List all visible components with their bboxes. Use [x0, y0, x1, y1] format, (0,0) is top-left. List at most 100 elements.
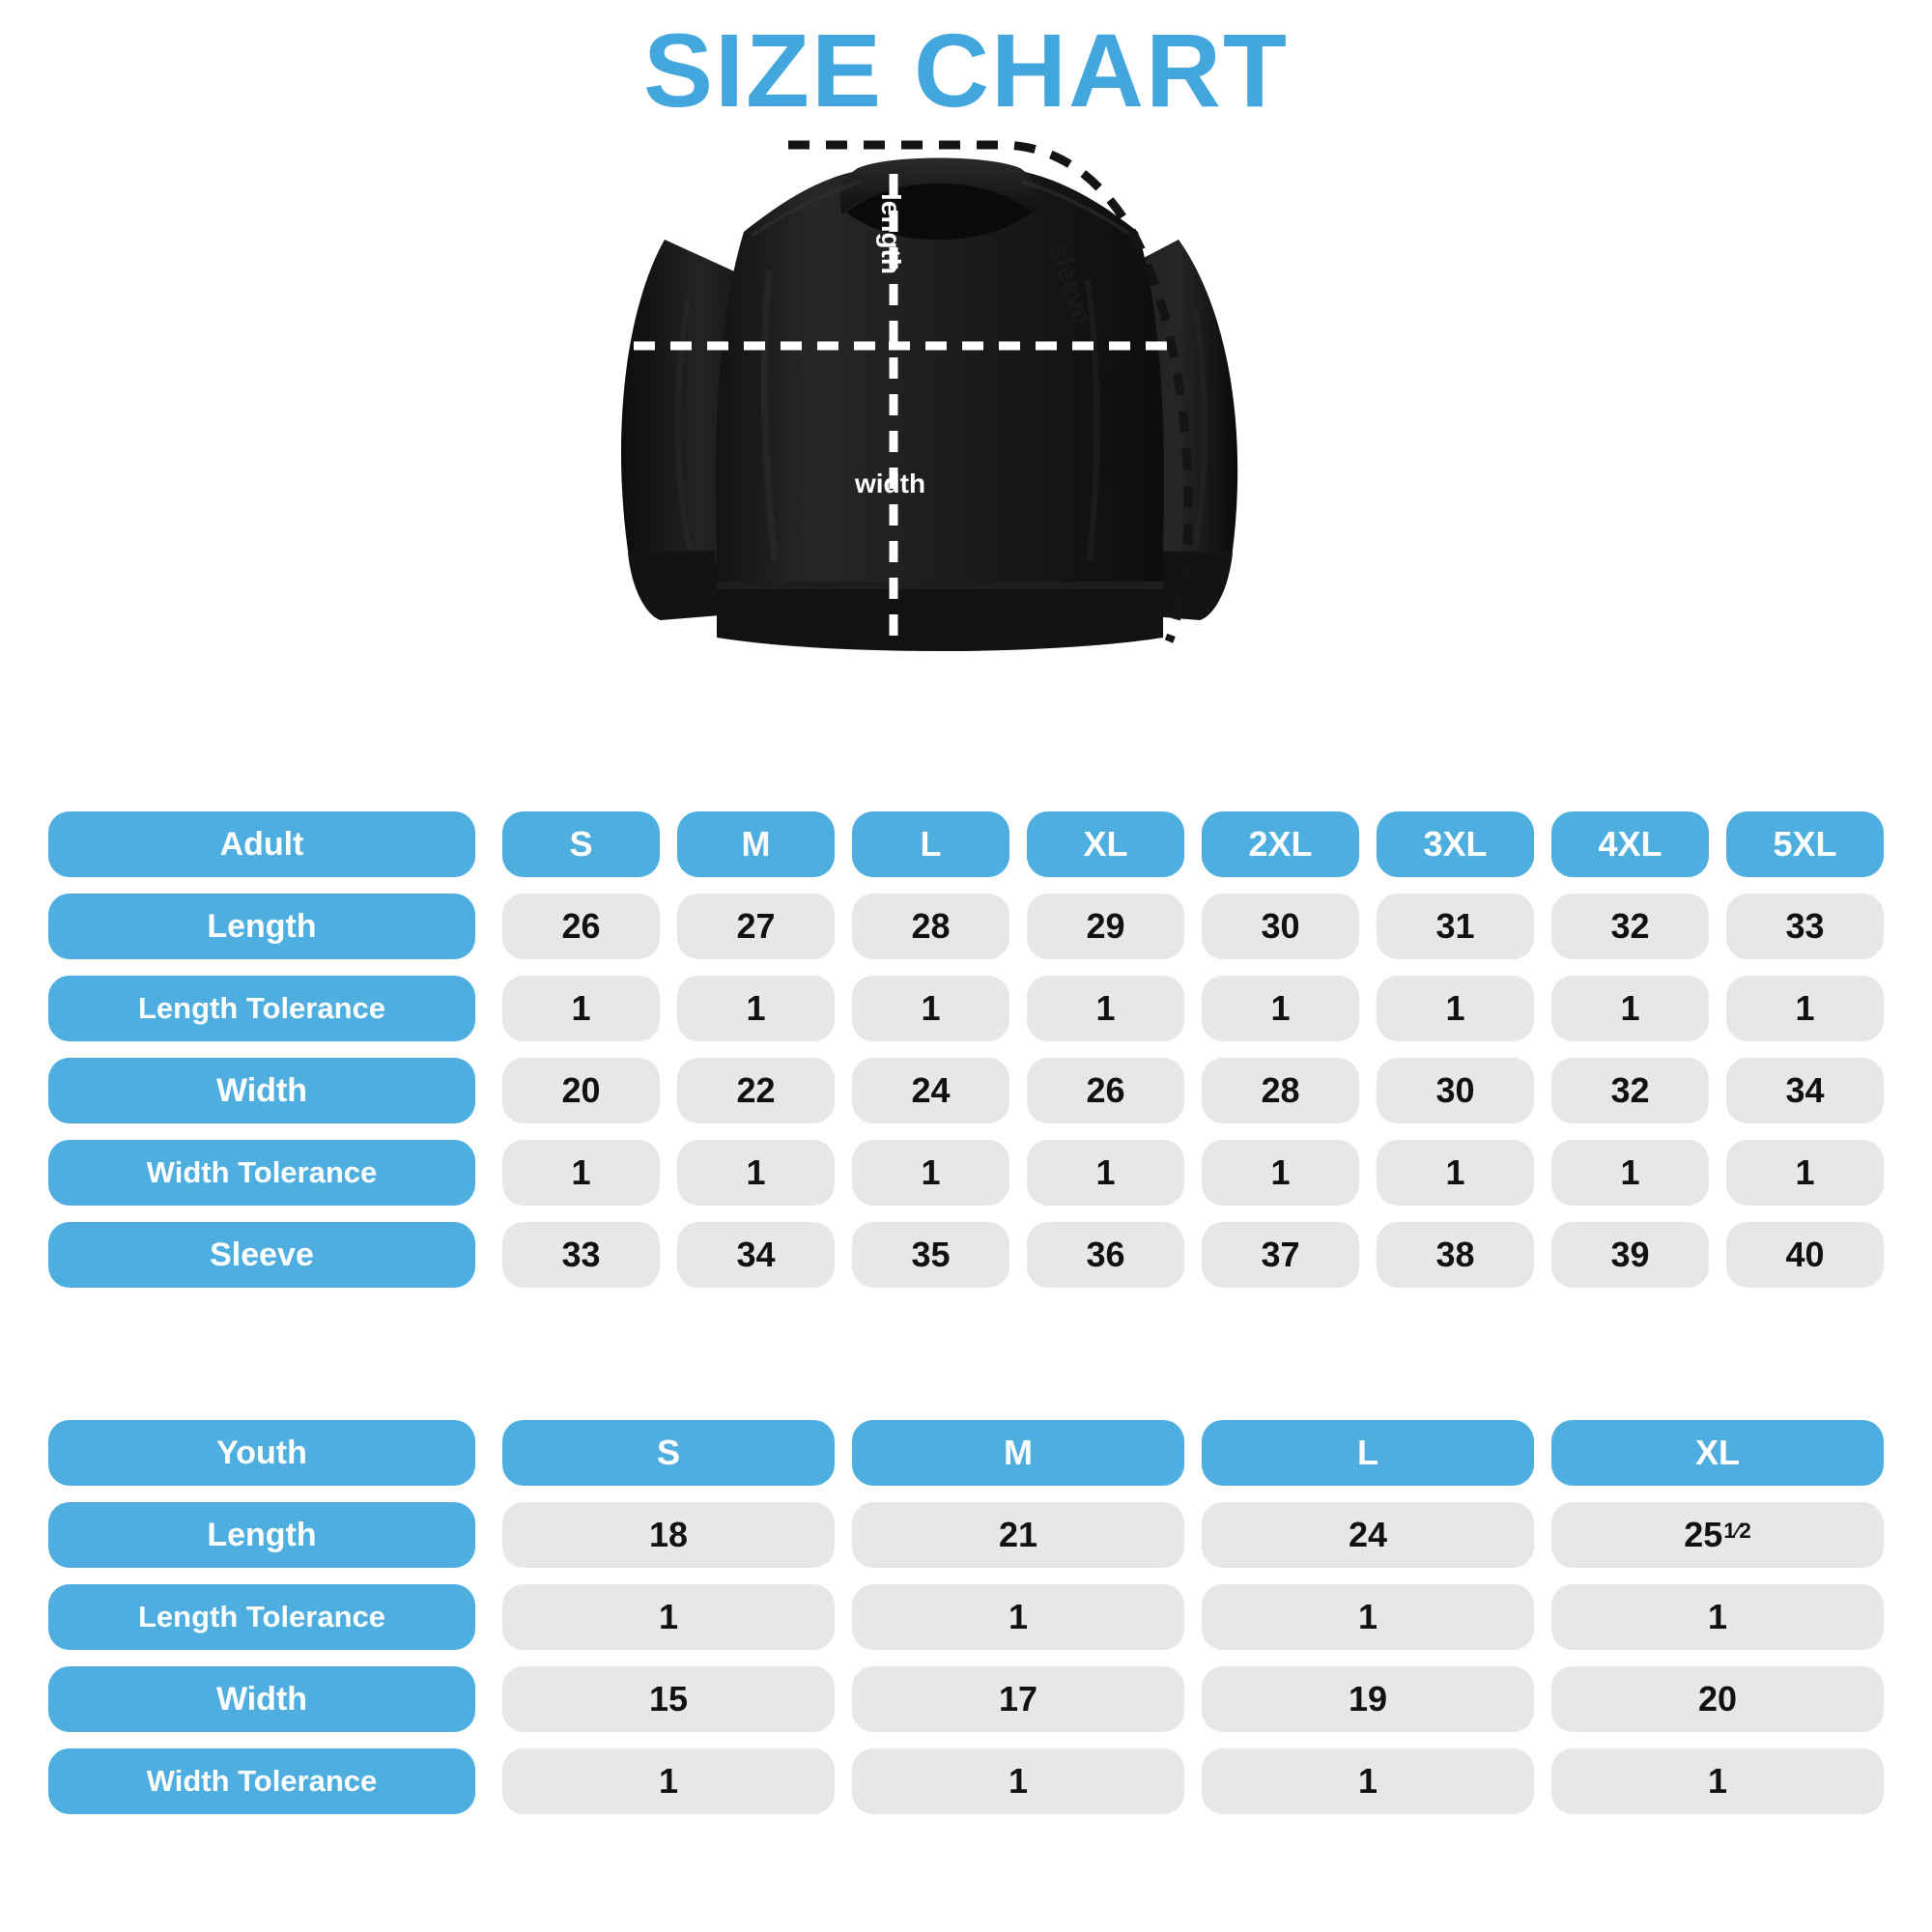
table-row: Width Tolerance 1 1 1 1 1 1 1 1 [48, 1140, 1884, 1206]
table-row: Width Tolerance 1 1 1 1 [48, 1748, 1884, 1814]
table-cell: 1 [502, 1140, 660, 1206]
column-header: XL [1551, 1420, 1884, 1486]
table-cell: 1 [1551, 1748, 1884, 1814]
table-cell: 15 [502, 1666, 835, 1732]
table-cell: 1 [1202, 1584, 1534, 1650]
table-row: Length Tolerance 1 1 1 1 1 1 1 1 [48, 976, 1884, 1041]
page-title: SIZE CHART [643, 12, 1289, 128]
row-label: Length [48, 1502, 475, 1568]
table-header-row: Youth S M L XL [48, 1420, 1884, 1486]
table-cell: 26 [502, 894, 660, 959]
table-row: Sleeve 33 34 35 36 37 38 39 40 [48, 1222, 1884, 1288]
adult-column-headers: S M L XL 2XL 3XL 4XL 5XL [502, 811, 1884, 877]
column-header: 2XL [1202, 811, 1359, 877]
table-cell: 1 [1551, 1584, 1884, 1650]
table-header-row: Adult S M L XL 2XL 3XL 4XL 5XL [48, 811, 1884, 877]
table-row: Width 20 22 24 26 28 30 32 34 [48, 1058, 1884, 1123]
table-cell: 24 [1202, 1502, 1534, 1568]
width-measurement-label: width [855, 469, 926, 498]
table-row: Length 18 21 24 251⁄2 [48, 1502, 1884, 1568]
table-cell: 34 [677, 1222, 835, 1288]
row-label: Width Tolerance [48, 1748, 475, 1814]
adult-header-label: Adult [48, 811, 475, 877]
youth-column-headers: S M L XL [502, 1420, 1884, 1486]
table-cell: 31 [1377, 894, 1534, 959]
table-cell: 27 [677, 894, 835, 959]
table-cell: 1 [1726, 1140, 1884, 1206]
table-cell: 1 [1551, 976, 1709, 1041]
table-row: Width 15 17 19 20 [48, 1666, 1884, 1732]
column-header: M [677, 811, 835, 877]
table-cell: 35 [852, 1222, 1009, 1288]
garment-illustration: width length sleeve [599, 135, 1333, 802]
table-cell: 21 [852, 1502, 1184, 1568]
table-cell: 20 [502, 1058, 660, 1123]
table-cell: 32 [1551, 1058, 1709, 1123]
table-cell: 19 [1202, 1666, 1534, 1732]
column-header: L [1202, 1420, 1534, 1486]
sweatshirt-icon [620, 140, 1238, 651]
youth-header-label: Youth [48, 1420, 475, 1486]
table-cell: 32 [1551, 894, 1709, 959]
table-cell: 1 [852, 976, 1009, 1041]
sleeve-guide-line [788, 140, 1193, 643]
table-cell: 1 [852, 1140, 1009, 1206]
table-cell: 17 [852, 1666, 1184, 1732]
table-cell: 34 [1726, 1058, 1884, 1123]
column-header: 3XL [1377, 811, 1534, 877]
table-cell: 29 [1027, 894, 1184, 959]
table-cell: 1 [1202, 1140, 1359, 1206]
table-cell: 1 [1551, 1140, 1709, 1206]
column-header: 5XL [1726, 811, 1884, 877]
table-cell: 1 [677, 1140, 835, 1206]
table-cell: 1 [502, 976, 660, 1041]
adult-size-table: Adult S M L XL 2XL 3XL 4XL 5XL Length 26… [48, 811, 1884, 1288]
table-cell: 40 [1726, 1222, 1884, 1288]
table-cell: 30 [1202, 894, 1359, 959]
table-cell: 1 [1202, 976, 1359, 1041]
table-cell: 26 [1027, 1058, 1184, 1123]
column-header: 4XL [1551, 811, 1709, 877]
row-label: Width [48, 1058, 475, 1123]
table-cell: 1 [1202, 1748, 1534, 1814]
row-label: Width [48, 1666, 475, 1732]
table-cell: 20 [1551, 1666, 1884, 1732]
table-cell: 24 [852, 1058, 1009, 1123]
table-cell: 28 [1202, 1058, 1359, 1123]
table-cell: 1 [1027, 1140, 1184, 1206]
table-cell: 18 [502, 1502, 835, 1568]
column-header: L [852, 811, 1009, 877]
table-row: Length 26 27 28 29 30 31 32 33 [48, 894, 1884, 959]
table-cell: 1 [852, 1748, 1184, 1814]
table-cell: 1 [677, 976, 835, 1041]
length-measurement-label: length [876, 193, 906, 274]
table-cell: 1 [502, 1584, 835, 1650]
table-cell: 1 [1726, 976, 1884, 1041]
table-cell: 39 [1551, 1222, 1709, 1288]
table-cell: 36 [1027, 1222, 1184, 1288]
table-cell: 1 [1377, 976, 1534, 1041]
table-cell: 37 [1202, 1222, 1359, 1288]
table-cell: 22 [677, 1058, 835, 1123]
column-header: S [502, 1420, 835, 1486]
table-cell-fraction: 251⁄2 [1551, 1502, 1884, 1568]
column-header: M [852, 1420, 1184, 1486]
table-cell: 1 [502, 1748, 835, 1814]
table-cell: 33 [502, 1222, 660, 1288]
table-cell: 28 [852, 894, 1009, 959]
table-cell: 30 [1377, 1058, 1534, 1123]
table-cell: 1 [852, 1584, 1184, 1650]
row-label: Sleeve [48, 1222, 475, 1288]
table-cell: 1 [1027, 976, 1184, 1041]
column-header: S [502, 811, 660, 877]
table-row: Length Tolerance 1 1 1 1 [48, 1584, 1884, 1650]
row-label: Length Tolerance [48, 1584, 475, 1650]
youth-size-table: Youth S M L XL Length 18 21 24 251⁄2 Len… [48, 1420, 1884, 1814]
column-header: XL [1027, 811, 1184, 877]
row-label: Length [48, 894, 475, 959]
table-cell: 38 [1377, 1222, 1534, 1288]
row-label: Length Tolerance [48, 976, 475, 1041]
table-cell: 33 [1726, 894, 1884, 959]
table-cell: 1 [1377, 1140, 1534, 1206]
